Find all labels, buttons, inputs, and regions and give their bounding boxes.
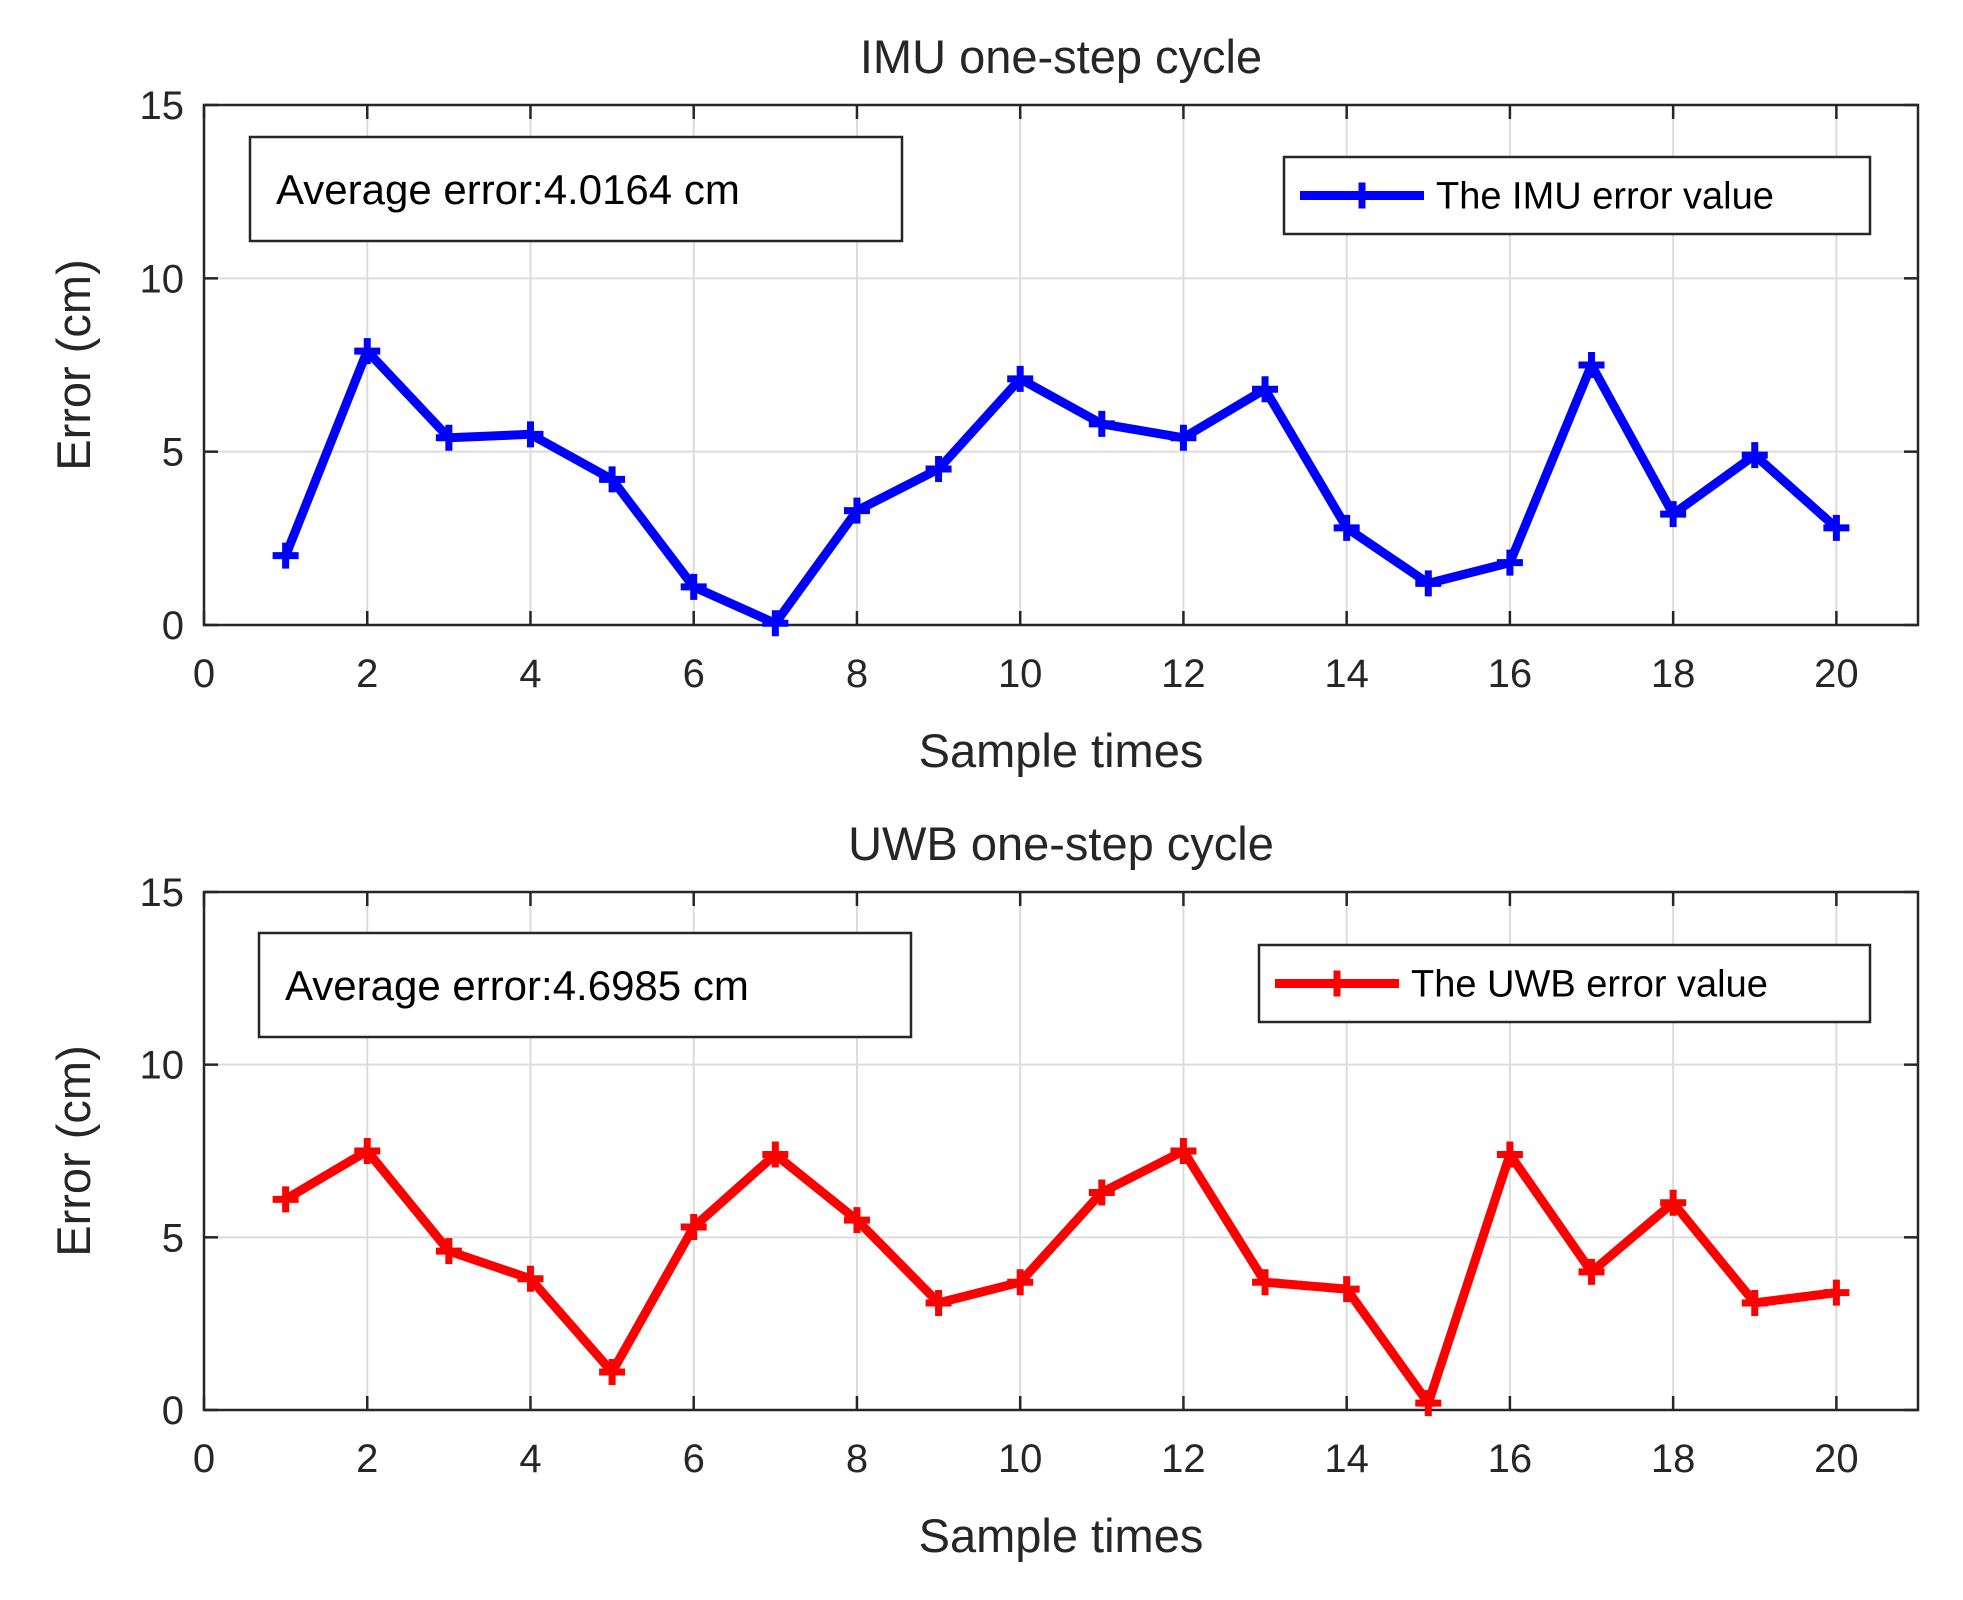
data-point: [1415, 1390, 1442, 1417]
axes-box: [202, 890, 1920, 1412]
y-axis-label: Error (cm): [47, 259, 100, 470]
data-point: [843, 1207, 870, 1234]
y-tick-label: 10: [140, 1044, 185, 1088]
legend-entry-label: The UWB error value: [1411, 964, 1768, 1006]
x-tick-label: 16: [1488, 652, 1533, 696]
data-point: [1170, 424, 1197, 451]
data-point: [272, 542, 299, 569]
data-point: [1252, 376, 1279, 403]
data-point: [272, 1186, 299, 1213]
x-tick-label: 6: [683, 1437, 705, 1481]
annotation-box: [257, 931, 913, 1039]
y-tick-label: 15: [140, 871, 185, 915]
chart-title: IMU one-step cycle: [860, 30, 1262, 83]
x-tick-label: 0: [193, 652, 215, 696]
annotation-text: Average error:4.0164 cm: [276, 166, 740, 213]
data-point: [925, 1289, 952, 1316]
x-tick-label: 10: [998, 652, 1043, 696]
data-point: [1333, 1276, 1360, 1303]
x-tick-label: 8: [846, 1437, 868, 1481]
x-tick-label: 18: [1651, 652, 1696, 696]
data-point: [1333, 514, 1360, 541]
data-point: [599, 1359, 626, 1386]
y-tick-label: 0: [162, 604, 184, 648]
data-point: [517, 421, 544, 448]
data-point: [762, 610, 789, 637]
x-tick-label: 4: [519, 1437, 541, 1481]
data-point: [1496, 1141, 1523, 1168]
series-line: [281, 346, 1840, 628]
x-tick-label: 20: [1814, 1437, 1859, 1481]
annotation-text: Average error:4.6985 cm: [285, 962, 749, 1009]
y-axis-label: Error (cm): [47, 1045, 100, 1256]
x-tick-label: 20: [1814, 652, 1859, 696]
x-tick-label: 10: [998, 1437, 1043, 1481]
data-point: [517, 1265, 544, 1292]
data-point: [354, 338, 381, 365]
y-tick-label: 0: [162, 1389, 184, 1433]
data-point: [1660, 1189, 1687, 1216]
chart-title: UWB one-step cycle: [848, 817, 1274, 870]
x-tick-label: 6: [683, 652, 705, 696]
x-tick-label: 18: [1651, 1437, 1696, 1481]
data-point: [680, 1213, 707, 1240]
x-tick-label: 2: [356, 1437, 378, 1481]
data-point: [1496, 549, 1523, 576]
x-tick-label: 14: [1324, 1437, 1369, 1481]
y-tick-label: 15: [140, 84, 185, 128]
x-tick-label: 4: [519, 652, 541, 696]
x-tick-label: 2: [356, 652, 378, 696]
data-point: [1741, 1289, 1768, 1316]
x-tick-label: 0: [193, 1437, 215, 1481]
chart-2: 0 2 4 6 8 10 12 14 16 18 20 0 5 10 15 UWB one-step cycl…: [47, 817, 1920, 1562]
data-point: [680, 573, 707, 600]
chart-1: 0 2 4 6 8 10 12 14 16 18 20 0 5 10 15 IMU one-step cycl…: [47, 30, 1920, 777]
data-point: [762, 1141, 789, 1168]
data-point: [1741, 442, 1768, 469]
data-point: [1252, 1269, 1279, 1296]
annotation-box: [248, 135, 904, 243]
data-point: [1088, 410, 1115, 437]
y-tick-label: 5: [162, 1216, 184, 1260]
data-point: [435, 1238, 462, 1265]
axes-box: [202, 103, 1920, 627]
data-point: [1823, 1279, 1850, 1306]
x-axis-label: Sample times: [919, 1509, 1204, 1562]
data-point: [1823, 514, 1850, 541]
x-tick-label: 16: [1488, 1437, 1533, 1481]
y-tick-label: 5: [162, 431, 184, 475]
x-tick-label: 14: [1324, 652, 1369, 696]
legend-marker: [1324, 970, 1350, 997]
data-point: [843, 497, 870, 524]
data-point: [599, 466, 626, 493]
data-point: [1578, 352, 1605, 378]
data-point: [1007, 1269, 1034, 1296]
data-point: [1578, 1258, 1605, 1285]
y-tick-label: 10: [140, 257, 185, 301]
data-point: [1660, 501, 1687, 528]
data-point: [1007, 365, 1034, 392]
x-tick-label: 12: [1161, 1437, 1206, 1481]
x-tick-label: 8: [846, 652, 868, 696]
legend-marker: [1349, 182, 1375, 209]
data-point: [1088, 1179, 1115, 1206]
data-point: [435, 424, 462, 451]
series-line: [283, 1146, 1837, 1408]
x-tick-label: 12: [1161, 652, 1206, 696]
data-point: [1415, 570, 1442, 597]
data-point: [1170, 1138, 1197, 1164]
data-point: [925, 456, 952, 482]
x-axis-label: Sample times: [919, 724, 1204, 777]
legend-entry-label: The IMU error value: [1436, 176, 1774, 218]
data-point: [354, 1138, 381, 1164]
